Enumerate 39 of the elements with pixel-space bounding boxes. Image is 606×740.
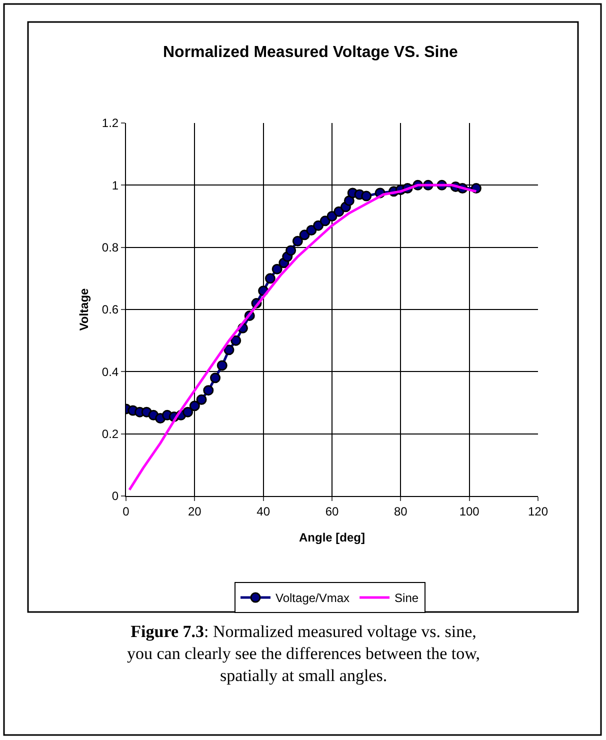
y-tick-label: 1.2 (102, 116, 119, 130)
x-axis-title: Angle [deg] (299, 530, 365, 544)
caption: Figure 7.3: Normalized measured voltage vs. sine, you can clearly see the differences between the tow, spatially at small angles. (127, 622, 480, 686)
point (264, 273, 276, 284)
point (210, 372, 221, 384)
point (306, 224, 317, 236)
point (320, 216, 330, 226)
point (361, 190, 372, 202)
legend-label: Voltage/Vmax (276, 591, 350, 606)
x-tick-label: 120 (528, 504, 548, 518)
x-tick-label: 60 (325, 504, 339, 518)
point (326, 211, 338, 222)
y-tick-label: 1 (112, 178, 119, 192)
y-axis-title: Voltage (77, 288, 92, 331)
point (313, 220, 324, 231)
x-tick-label: 100 (459, 504, 480, 518)
point (182, 406, 194, 418)
point (272, 264, 282, 274)
x-tick-label: 40 (256, 504, 270, 518)
point (230, 335, 242, 346)
y-tick-label: 0.8 (102, 240, 119, 255)
point (189, 400, 200, 412)
y-tick-label: 0 (112, 489, 119, 504)
point (334, 206, 344, 217)
y-tick-label: 0.2 (102, 427, 119, 442)
y-tick-label: 0.4 (102, 364, 119, 379)
point (344, 195, 354, 206)
y-tick-label: 0.6 (102, 302, 119, 317)
point (196, 394, 207, 405)
point (286, 245, 296, 256)
x-tick-label: 0 (122, 504, 130, 518)
chart-title: Normalized Measured Voltage VS. Sine (163, 44, 458, 61)
x-tick-label: 20 (188, 504, 202, 518)
x-tick-label: 80 (394, 504, 408, 518)
point (203, 385, 214, 396)
point (216, 360, 228, 371)
legend-label: Sine (394, 591, 419, 606)
point (224, 344, 234, 356)
point (292, 236, 303, 246)
